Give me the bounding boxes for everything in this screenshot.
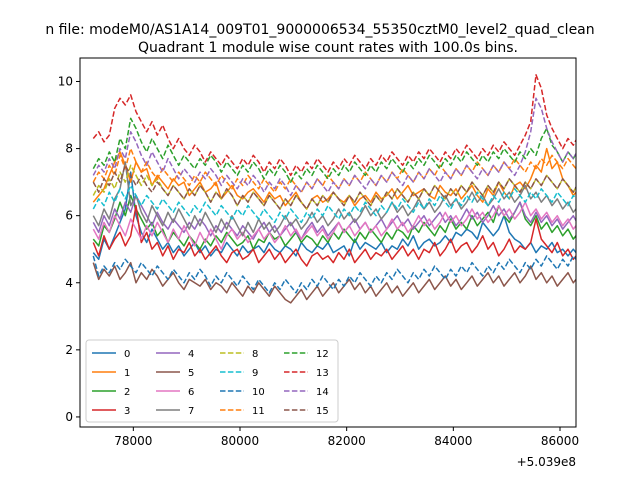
y-tick-label: 8 xyxy=(65,142,73,156)
legend-frame xyxy=(85,339,339,423)
plot-frame xyxy=(79,57,577,428)
series-line-4 xyxy=(92,194,576,240)
series-line-13 xyxy=(92,74,576,177)
legend-label-13: 13 xyxy=(316,368,329,379)
legend-label-6: 6 xyxy=(188,387,194,398)
figure-suptitle: n file: modeM0/AS1A14_009T01_9000006534_… xyxy=(45,22,594,38)
legend-label-15: 15 xyxy=(316,406,329,417)
legend-label-3: 3 xyxy=(124,406,130,417)
y-tick-label: 10 xyxy=(58,74,73,88)
legend-label-8: 8 xyxy=(252,349,258,360)
series-line-10 xyxy=(92,255,576,294)
series-line-0 xyxy=(92,171,576,261)
legend-label-5: 5 xyxy=(188,368,194,379)
legend-label-1: 1 xyxy=(124,368,130,379)
legend-label-0: 0 xyxy=(124,349,130,360)
series-line-6 xyxy=(92,201,576,250)
legend-label-11: 11 xyxy=(252,406,265,417)
legend-label-12: 12 xyxy=(316,349,329,360)
y-tick-label: 6 xyxy=(65,209,73,223)
series-line-14 xyxy=(92,97,576,197)
x-tick-label: 86000 xyxy=(541,434,579,448)
y-tick-label: 4 xyxy=(65,276,73,290)
x-tick-label: 82000 xyxy=(328,434,366,448)
x-tick-label: 78000 xyxy=(114,434,152,448)
series-line-7 xyxy=(92,161,576,237)
series-line-9 xyxy=(92,184,576,224)
legend-label-7: 7 xyxy=(188,406,194,417)
y-tick-label: 2 xyxy=(65,343,73,357)
x-tick-label: 80000 xyxy=(221,434,259,448)
series-line-2 xyxy=(92,194,576,250)
legend-label-4: 4 xyxy=(188,349,194,360)
series-line-3 xyxy=(92,204,576,267)
legend-label-14: 14 xyxy=(316,387,329,398)
series-line-8 xyxy=(92,164,576,210)
x-axis: 78000 80000 82000 84000 86000 xyxy=(114,427,579,448)
series-line-12 xyxy=(92,117,576,183)
legend-label-2: 2 xyxy=(124,387,130,398)
legend-label-10: 10 xyxy=(252,387,265,398)
series-line-15 xyxy=(92,164,576,210)
chart-title: Quadrant 1 module wise count rates with … xyxy=(138,40,518,56)
legend-label-9: 9 xyxy=(252,368,258,379)
series-layer xyxy=(92,74,576,304)
y-tick-label: 0 xyxy=(65,410,73,424)
x-tick-label: 84000 xyxy=(434,434,472,448)
series-line-5 xyxy=(92,261,576,304)
x-offset-label: +5.039e8 xyxy=(517,455,576,469)
y-axis: 0 2 4 6 8 10 xyxy=(58,74,80,424)
